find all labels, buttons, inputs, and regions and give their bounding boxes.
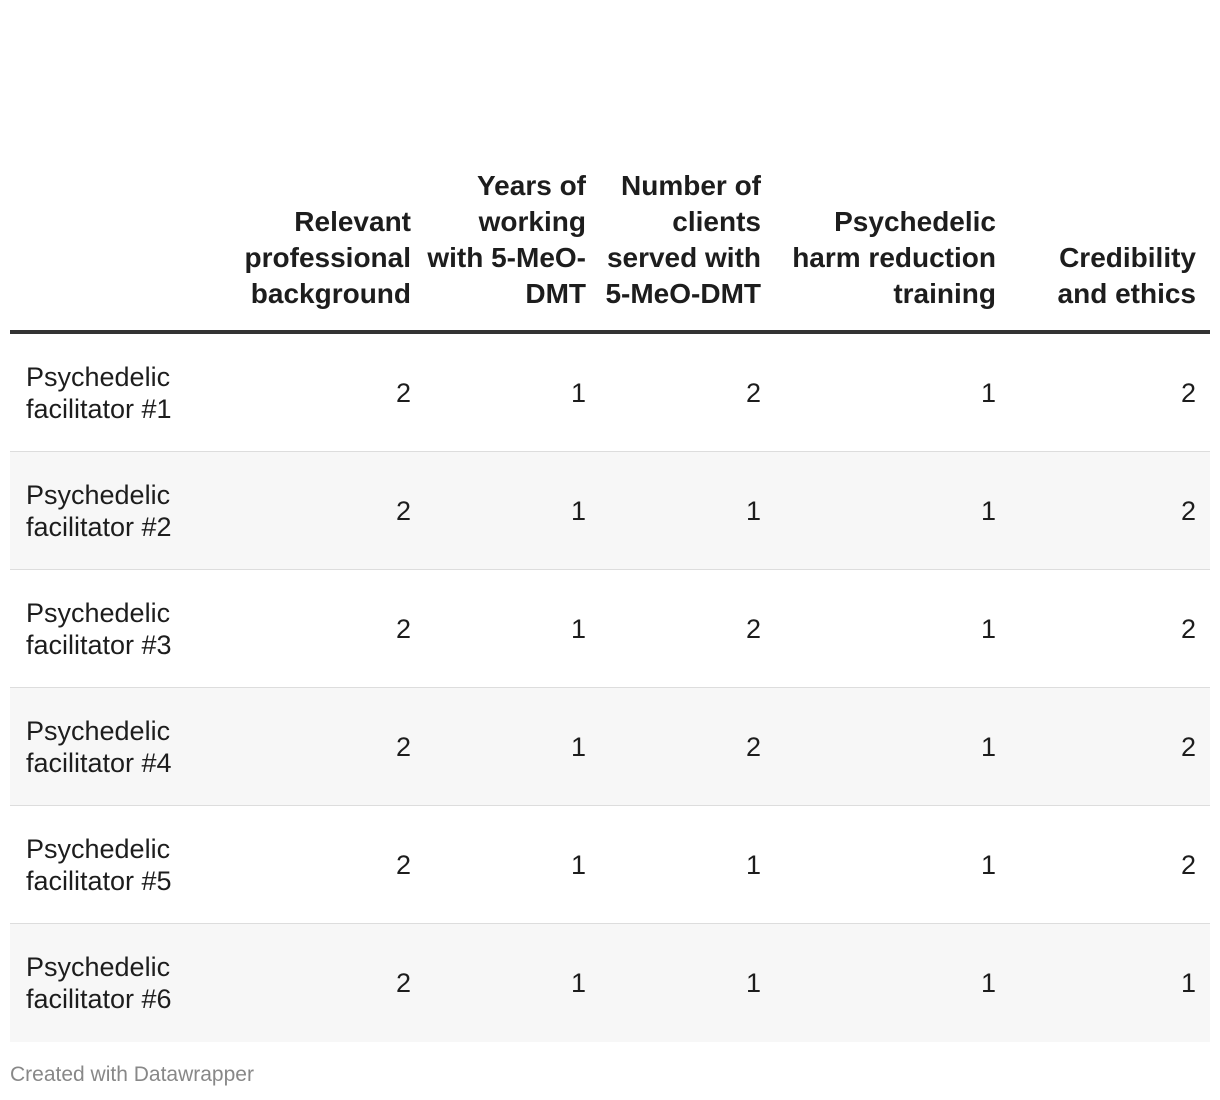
corner-header	[10, 0, 240, 334]
data-table-chart: Relevant professional background Years o…	[10, 0, 1210, 1042]
score-cell: 1	[600, 923, 775, 1042]
column-header-years-working: Years of working with 5-MeO-DMT	[425, 0, 600, 334]
row-label-cell: Psychedelic facilitator #6	[10, 923, 240, 1042]
row-label-cell: Psychedelic facilitator #1	[10, 332, 240, 452]
column-header-credibility-ethics: Credibility and ethics	[1010, 0, 1210, 334]
score-cell: 1	[425, 569, 600, 688]
score-cell: 2	[240, 451, 425, 570]
row-label: Psychedelic facilitator #4	[26, 715, 172, 778]
score-cell: 2	[1010, 332, 1210, 452]
column-header-harm-reduction-training: Psychedelic harm reduction training	[775, 0, 1010, 334]
scores-table: Relevant professional background Years o…	[10, 0, 1210, 1042]
table-row: Psychedelic facilitator #5 2 1 1 1 2	[10, 805, 1210, 924]
score-cell: 1	[425, 687, 600, 806]
score-cell: 1	[775, 923, 1010, 1042]
row-label-cell: Psychedelic facilitator #4	[10, 687, 240, 806]
row-label-cell: Psychedelic facilitator #3	[10, 569, 240, 688]
score-cell: 1	[775, 451, 1010, 570]
score-cell: 2	[1010, 569, 1210, 688]
row-label-cell: Psychedelic facilitator #5	[10, 805, 240, 924]
score-cell: 2	[600, 569, 775, 688]
score-cell: 1	[775, 687, 1010, 806]
score-cell: 1	[425, 805, 600, 924]
row-label-cell: Psychedelic facilitator #2	[10, 451, 240, 570]
row-label: Psychedelic facilitator #2	[26, 479, 172, 542]
score-cell: 1	[600, 805, 775, 924]
score-cell: 2	[240, 805, 425, 924]
table-row: Psychedelic facilitator #2 2 1 1 1 2	[10, 451, 1210, 570]
table-body: Psychedelic facilitator #1 2 1 2 1 2 Psychedel…	[10, 332, 1210, 1042]
row-label: Psychedelic facilitator #6	[26, 952, 172, 1014]
score-cell: 2	[1010, 687, 1210, 806]
score-cell: 2	[240, 687, 425, 806]
score-cell: 1	[425, 332, 600, 452]
score-cell: 2	[600, 687, 775, 806]
table-row: Psychedelic facilitator #1 2 1 2 1 2	[10, 332, 1210, 452]
score-cell: 2	[600, 332, 775, 452]
score-cell: 1	[775, 805, 1010, 924]
score-cell: 2	[240, 923, 425, 1042]
score-cell: 2	[1010, 805, 1210, 924]
row-label: Psychedelic facilitator #5	[26, 833, 172, 896]
score-cell: 2	[240, 569, 425, 688]
table-row: Psychedelic facilitator #6 2 1 1 1 1	[10, 923, 1210, 1042]
table-row: Psychedelic facilitator #4 2 1 2 1 2	[10, 687, 1210, 806]
score-cell: 1	[425, 923, 600, 1042]
datawrapper-credit: Created with Datawrapper	[10, 1063, 254, 1086]
score-cell: 2	[240, 332, 425, 452]
table-row: Psychedelic facilitator #3 2 1 2 1 2	[10, 569, 1210, 688]
score-cell: 1	[600, 451, 775, 570]
header-row: Relevant professional background Years o…	[10, 0, 1210, 334]
column-header-professional-background: Relevant professional background	[240, 0, 425, 334]
score-cell: 1	[1010, 923, 1210, 1042]
column-header-clients-served: Number of clients served with 5-MeO-DMT	[600, 0, 775, 334]
row-label: Psychedelic facilitator #3	[26, 597, 172, 660]
score-cell: 1	[425, 451, 600, 570]
row-label: Psychedelic facilitator #1	[26, 361, 172, 424]
score-cell: 2	[1010, 451, 1210, 570]
score-cell: 1	[775, 332, 1010, 452]
score-cell: 1	[775, 569, 1010, 688]
